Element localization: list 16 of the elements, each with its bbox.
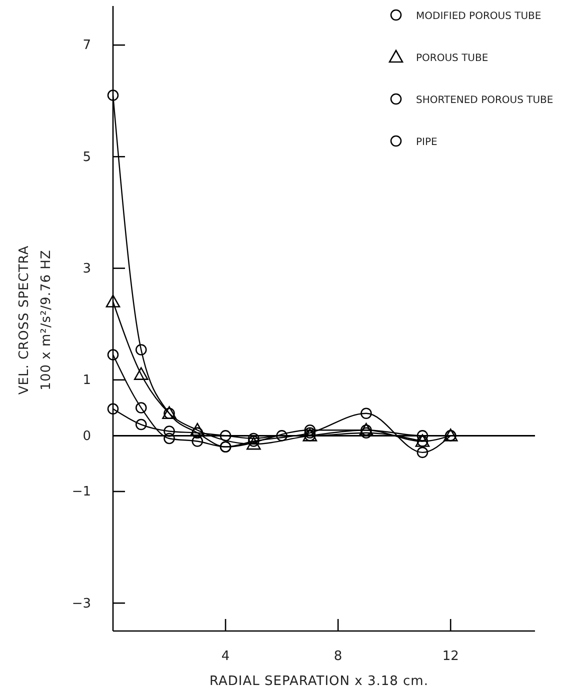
x-tick-label: 4	[221, 649, 230, 664]
y-tick-label: −1	[72, 484, 91, 500]
y-axis-title: VEL. CROSS SPECTRA 100 x m²/s²/9.76 HZ	[17, 245, 54, 395]
legend-label: PIPE	[416, 137, 438, 148]
legend-label: POROUS TUBE	[416, 53, 488, 64]
x-tick-label: 8	[334, 649, 342, 664]
y-tick-label: 3	[82, 261, 91, 276]
legend-label: SHORTENED POROUS TUBE	[416, 95, 554, 106]
y-tick-label: 5	[82, 150, 91, 165]
y-tick-label: 7	[82, 38, 91, 54]
y-tick-label: 1	[82, 373, 91, 388]
x-tick-label: 12	[442, 649, 459, 664]
x-axis-title: RADIAL SEPARATION x 3.18 cm.	[210, 674, 428, 689]
y-tick-label: −3	[72, 596, 91, 612]
y-tick-label: 0	[82, 428, 91, 444]
legend-label: MODIFIED POROUS TUBE	[416, 11, 542, 22]
